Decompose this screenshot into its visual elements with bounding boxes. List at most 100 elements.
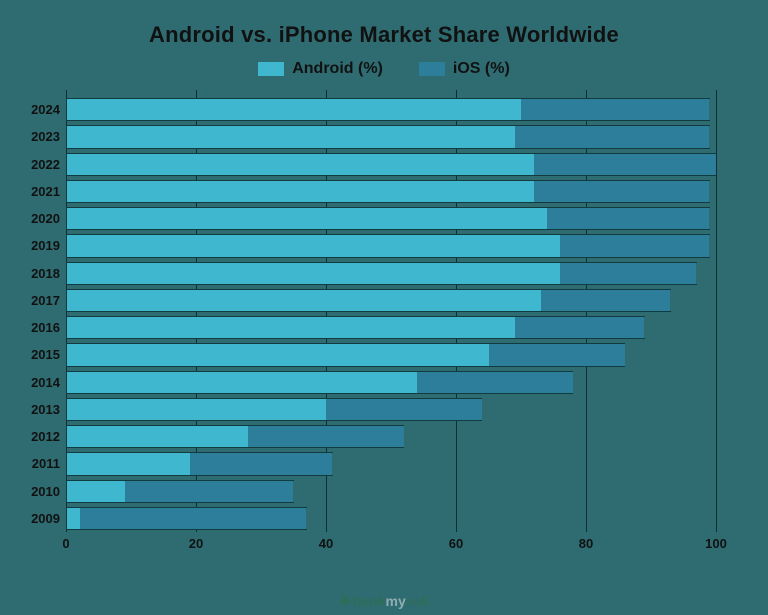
bar-row: 2019	[66, 232, 716, 259]
legend-swatch-ios	[419, 62, 445, 76]
y-tick-label: 2016	[18, 320, 60, 335]
leaf-icon	[338, 593, 352, 605]
legend-swatch-android	[258, 62, 284, 76]
bar	[66, 180, 710, 203]
bar-row: 2017	[66, 287, 716, 314]
y-tick-label: 2011	[18, 456, 60, 471]
legend: Android (%) iOS (%)	[0, 60, 768, 78]
bar-row: 2022	[66, 151, 716, 178]
x-tick-label: 80	[579, 536, 593, 551]
bar-row: 2015	[66, 341, 716, 368]
legend-label-android: Android (%)	[292, 60, 383, 78]
y-tick-label: 2019	[18, 238, 60, 253]
y-tick-label: 2015	[18, 347, 60, 362]
chart-title: Android vs. iPhone Market Share Worldwid…	[0, 22, 768, 48]
bar-segment-ios	[541, 290, 671, 311]
bar	[66, 371, 573, 394]
bar-segment-android	[67, 208, 547, 229]
bar-segment-android	[67, 453, 190, 474]
bar-segment-ios	[190, 453, 332, 474]
legend-item-android: Android (%)	[258, 60, 383, 78]
x-tick-label: 100	[705, 536, 727, 551]
bar-row: 2024	[66, 96, 716, 123]
bar	[66, 125, 710, 148]
bar	[66, 507, 307, 530]
chart-container: { "title": { "text": "Android vs. iPhone…	[0, 0, 768, 615]
bar	[66, 316, 645, 339]
bar	[66, 262, 697, 285]
bar-segment-android	[67, 481, 125, 502]
bar-segment-ios	[326, 399, 482, 420]
y-tick-label: 2021	[18, 184, 60, 199]
bar	[66, 480, 294, 503]
bar-row: 2009	[66, 505, 716, 532]
bar-row: 2018	[66, 260, 716, 287]
watermark-part-2: my	[386, 593, 406, 609]
y-tick-label: 2023	[18, 129, 60, 144]
x-axis-labels: 020406080100	[66, 536, 716, 556]
bar-row: 2013	[66, 396, 716, 423]
y-tick-label: 2010	[18, 484, 60, 499]
y-tick-label: 2014	[18, 375, 60, 390]
gridline	[716, 90, 717, 532]
bar-segment-ios	[560, 263, 696, 284]
bar-segment-android	[67, 126, 515, 147]
bar-segment-ios	[248, 426, 404, 447]
bar-segment-ios	[534, 154, 716, 175]
bar	[66, 343, 625, 366]
watermark-part-3: cell	[406, 593, 429, 609]
bar	[66, 207, 710, 230]
bar-row: 2020	[66, 205, 716, 232]
bar-row: 2023	[66, 123, 716, 150]
bar-row: 2012	[66, 423, 716, 450]
bar-segment-android	[67, 235, 560, 256]
y-tick-label: 2020	[18, 211, 60, 226]
legend-label-ios: iOS (%)	[453, 60, 510, 78]
bar-segment-android	[67, 99, 521, 120]
bar	[66, 289, 671, 312]
bar-segment-ios	[125, 481, 293, 502]
y-tick-label: 2024	[18, 102, 60, 117]
bar-segment-android	[67, 372, 417, 393]
bar-segment-android	[67, 181, 534, 202]
y-tick-label: 2017	[18, 293, 60, 308]
bar-segment-ios	[547, 208, 709, 229]
y-tick-label: 2022	[18, 157, 60, 172]
x-tick-label: 0	[62, 536, 69, 551]
y-tick-label: 2013	[18, 402, 60, 417]
bar	[66, 98, 710, 121]
bar-segment-android	[67, 263, 560, 284]
bar	[66, 153, 716, 176]
x-tick-label: 20	[189, 536, 203, 551]
bar-segment-ios	[560, 235, 709, 256]
bar-row: 2021	[66, 178, 716, 205]
bar-segment-ios	[515, 317, 645, 338]
bar-row: 2010	[66, 478, 716, 505]
bar-row: 2016	[66, 314, 716, 341]
watermark-part-1: bank	[353, 593, 386, 609]
plot-area: 020406080100 202420232022202120202019201…	[66, 90, 716, 560]
y-tick-label: 2009	[18, 511, 60, 526]
bar	[66, 425, 404, 448]
y-tick-label: 2012	[18, 429, 60, 444]
bar-segment-ios	[534, 181, 709, 202]
legend-item-ios: iOS (%)	[419, 60, 510, 78]
watermark: bankmycell	[0, 593, 768, 609]
x-tick-label: 40	[319, 536, 333, 551]
bar-row: 2011	[66, 450, 716, 477]
bar	[66, 398, 482, 421]
bar-segment-ios	[417, 372, 573, 393]
bar-segment-android	[67, 399, 326, 420]
bar	[66, 452, 333, 475]
y-tick-label: 2018	[18, 266, 60, 281]
bar-row: 2014	[66, 369, 716, 396]
bar-segment-android	[67, 154, 534, 175]
bar-segment-android	[67, 317, 515, 338]
bar-segment-ios	[515, 126, 710, 147]
x-tick-label: 60	[449, 536, 463, 551]
bar	[66, 234, 710, 257]
bar-segment-ios	[489, 344, 625, 365]
bar-segment-android	[67, 426, 248, 447]
bar-segment-android	[67, 290, 541, 311]
bar-segment-ios	[80, 508, 307, 529]
